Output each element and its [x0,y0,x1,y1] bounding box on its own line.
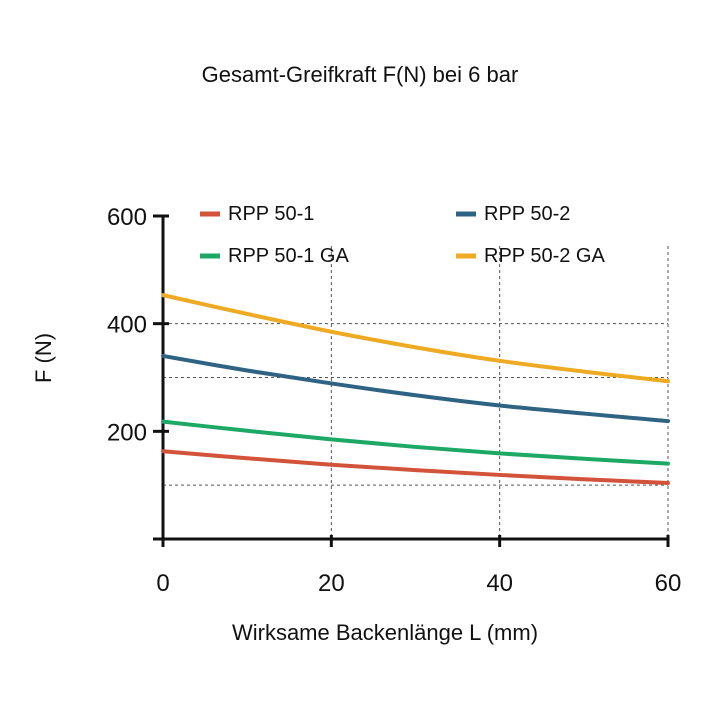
x-tick-label-60: 60 [655,570,682,597]
series-line-3 [161,293,670,384]
tick-labels: 200 400 600 0 20 40 60 [107,204,681,597]
series-line-1 [161,353,670,424]
chart-title: Gesamt-Greifkraft F(N) bei 6 bar [201,62,519,87]
legend-label-3: RPP 50-2 GA [484,245,605,267]
y-tick-label-200: 200 [107,419,147,446]
axes [153,214,670,547]
legend-label-0: RPP 50-1 [228,203,314,225]
legend-label-1: RPP 50-2 [484,203,570,225]
series-line-2 [161,419,670,466]
x-tick-label-0: 0 [156,570,169,597]
x-tick-label-40: 40 [486,570,513,597]
series-lines [161,293,670,486]
legend-label-2: RPP 50-1 GA [228,245,349,267]
grid-lines [163,246,669,539]
x-tick-label-20: 20 [318,570,345,597]
x-axis-label: Wirksame Backenlänge L (mm) [231,620,539,645]
legend: RPP 50-1 RPP 50-2 RPP 50-1 GA RPP 50-2 GA [200,203,605,267]
series-line-0 [161,449,670,486]
y-tick-label-400: 400 [107,312,147,339]
y-tick-label-600: 600 [107,204,147,231]
